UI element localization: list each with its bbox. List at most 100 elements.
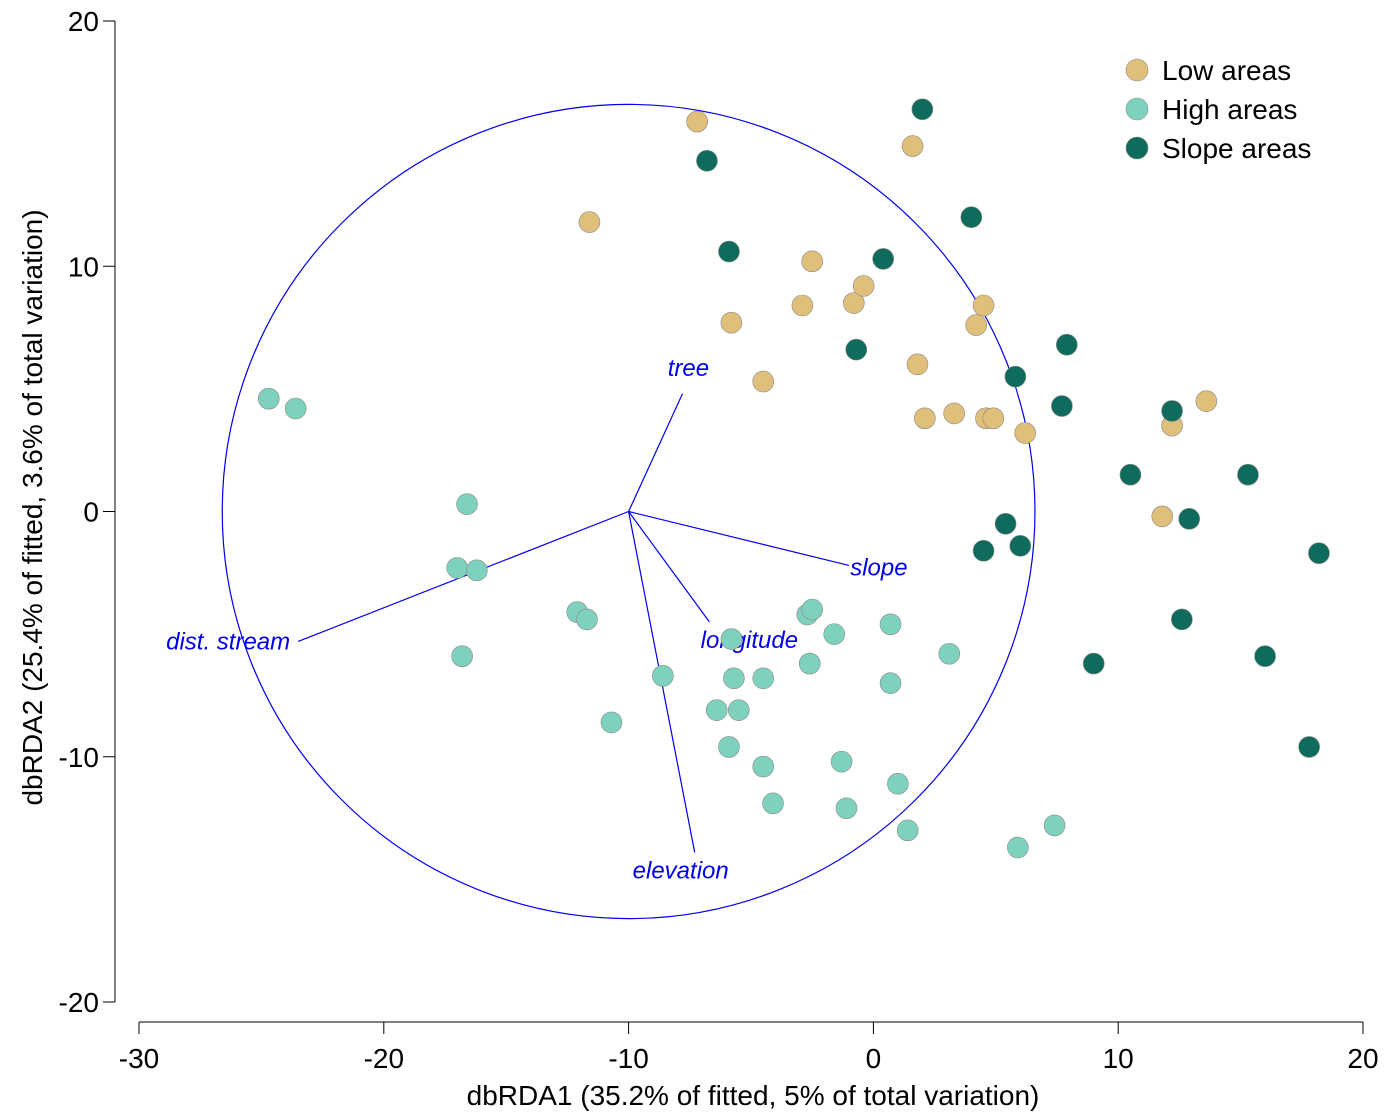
vector-label: tree bbox=[668, 355, 709, 382]
series-high-areas bbox=[257, 387, 1066, 859]
data-point bbox=[466, 559, 488, 582]
series-low-areas bbox=[578, 110, 1218, 528]
data-point bbox=[576, 608, 598, 631]
data-point bbox=[284, 397, 307, 420]
data-point bbox=[652, 665, 674, 687]
axes: -30 -20 -10 0 10 20 -20 -10 0 10 20 dbRDA1 (35.2% o… bbox=[17, 6, 1379, 1111]
correlation-vectors: tree slope dist. stream longitude elevation bbox=[166, 103, 1036, 920]
data-point bbox=[823, 623, 846, 645]
y-tick-label: -20 bbox=[59, 987, 99, 1018]
data-point bbox=[720, 628, 743, 650]
data-point bbox=[845, 338, 868, 361]
data-point bbox=[801, 250, 824, 273]
data-point bbox=[1237, 463, 1259, 486]
data-point bbox=[456, 493, 478, 515]
data-point bbox=[791, 294, 814, 317]
legend-label: Low areas bbox=[1162, 55, 1291, 86]
data-point bbox=[938, 642, 961, 665]
data-point bbox=[718, 240, 740, 263]
vector-label: longitude bbox=[701, 627, 798, 654]
vector-slope bbox=[628, 510, 850, 567]
data-point bbox=[1254, 645, 1276, 667]
data-point bbox=[600, 711, 623, 734]
data-point bbox=[720, 311, 743, 334]
correlation-circle bbox=[221, 103, 1036, 920]
vector-label: dist. stream bbox=[166, 628, 290, 655]
data-point bbox=[801, 598, 824, 621]
data-point bbox=[982, 407, 1005, 430]
data-point bbox=[1195, 390, 1218, 412]
data-point bbox=[1298, 736, 1320, 758]
data-point bbox=[752, 755, 775, 778]
data-point bbox=[1151, 505, 1174, 528]
data-point bbox=[843, 292, 865, 314]
vector-tree bbox=[628, 393, 684, 512]
legend-label: Slope areas bbox=[1162, 133, 1311, 164]
data-point bbox=[852, 275, 875, 297]
y-tick-label: -10 bbox=[59, 742, 99, 773]
data-point bbox=[911, 98, 934, 121]
data-point bbox=[1082, 652, 1105, 675]
data-point bbox=[1308, 542, 1330, 564]
data-point bbox=[994, 512, 1017, 535]
series-slope-areas bbox=[696, 98, 1330, 758]
data-point bbox=[1119, 463, 1142, 486]
data-point bbox=[972, 294, 995, 317]
data-point bbox=[887, 772, 909, 795]
data-point bbox=[906, 353, 929, 376]
data-point bbox=[1014, 422, 1036, 444]
data-point bbox=[1051, 395, 1073, 417]
data-point bbox=[965, 314, 988, 336]
y-axis-title: dbRDA2 (25.4% of fitted, 3.6% of total v… bbox=[17, 209, 48, 805]
data-point bbox=[1161, 400, 1183, 422]
y-tick-label: 10 bbox=[68, 251, 99, 282]
data-point bbox=[686, 110, 708, 133]
legend-label: High areas bbox=[1162, 94, 1297, 125]
x-tick-label: 0 bbox=[866, 1043, 882, 1074]
data-point bbox=[798, 652, 821, 675]
data-point bbox=[578, 211, 601, 233]
data-point bbox=[723, 667, 745, 690]
y-tick-label: 0 bbox=[83, 497, 99, 528]
data-point bbox=[879, 613, 902, 636]
data-point bbox=[1178, 508, 1200, 530]
data-point bbox=[1009, 535, 1032, 557]
data-point bbox=[1007, 836, 1029, 859]
data-point bbox=[1055, 333, 1078, 356]
legend: Low areas High areas Slope areas bbox=[1125, 55, 1311, 164]
data-point bbox=[835, 797, 858, 820]
legend-marker bbox=[1125, 136, 1149, 160]
data-point bbox=[914, 407, 936, 430]
vector-label: elevation bbox=[633, 857, 729, 884]
data-point bbox=[1171, 608, 1193, 631]
vector-longitude bbox=[628, 511, 710, 623]
data-point bbox=[879, 672, 902, 694]
data-point bbox=[972, 539, 995, 562]
x-tick-label: -10 bbox=[608, 1043, 648, 1074]
x-tick-label: -20 bbox=[364, 1043, 404, 1074]
data-point bbox=[705, 699, 728, 721]
data-point bbox=[451, 645, 473, 667]
x-axis-title: dbRDA1 (35.2% of fitted, 5% of total var… bbox=[467, 1080, 1040, 1111]
data-point bbox=[752, 370, 775, 393]
data-point bbox=[762, 792, 784, 815]
data-point bbox=[752, 667, 775, 690]
data-point bbox=[901, 135, 924, 157]
data-point bbox=[1004, 365, 1027, 388]
data-point bbox=[830, 750, 853, 773]
data-points bbox=[257, 98, 1330, 859]
data-point bbox=[1043, 814, 1066, 837]
legend-marker bbox=[1125, 58, 1149, 82]
data-point bbox=[896, 819, 919, 842]
data-point bbox=[727, 699, 750, 721]
x-tick-label: -30 bbox=[119, 1043, 159, 1074]
data-point bbox=[718, 736, 740, 758]
x-tick-label: 20 bbox=[1347, 1043, 1378, 1074]
y-tick-label: 20 bbox=[68, 6, 99, 37]
data-point bbox=[960, 206, 983, 228]
data-point bbox=[446, 557, 469, 579]
legend-marker bbox=[1125, 97, 1149, 121]
x-tick-label: 10 bbox=[1103, 1043, 1134, 1074]
data-point bbox=[257, 387, 280, 410]
